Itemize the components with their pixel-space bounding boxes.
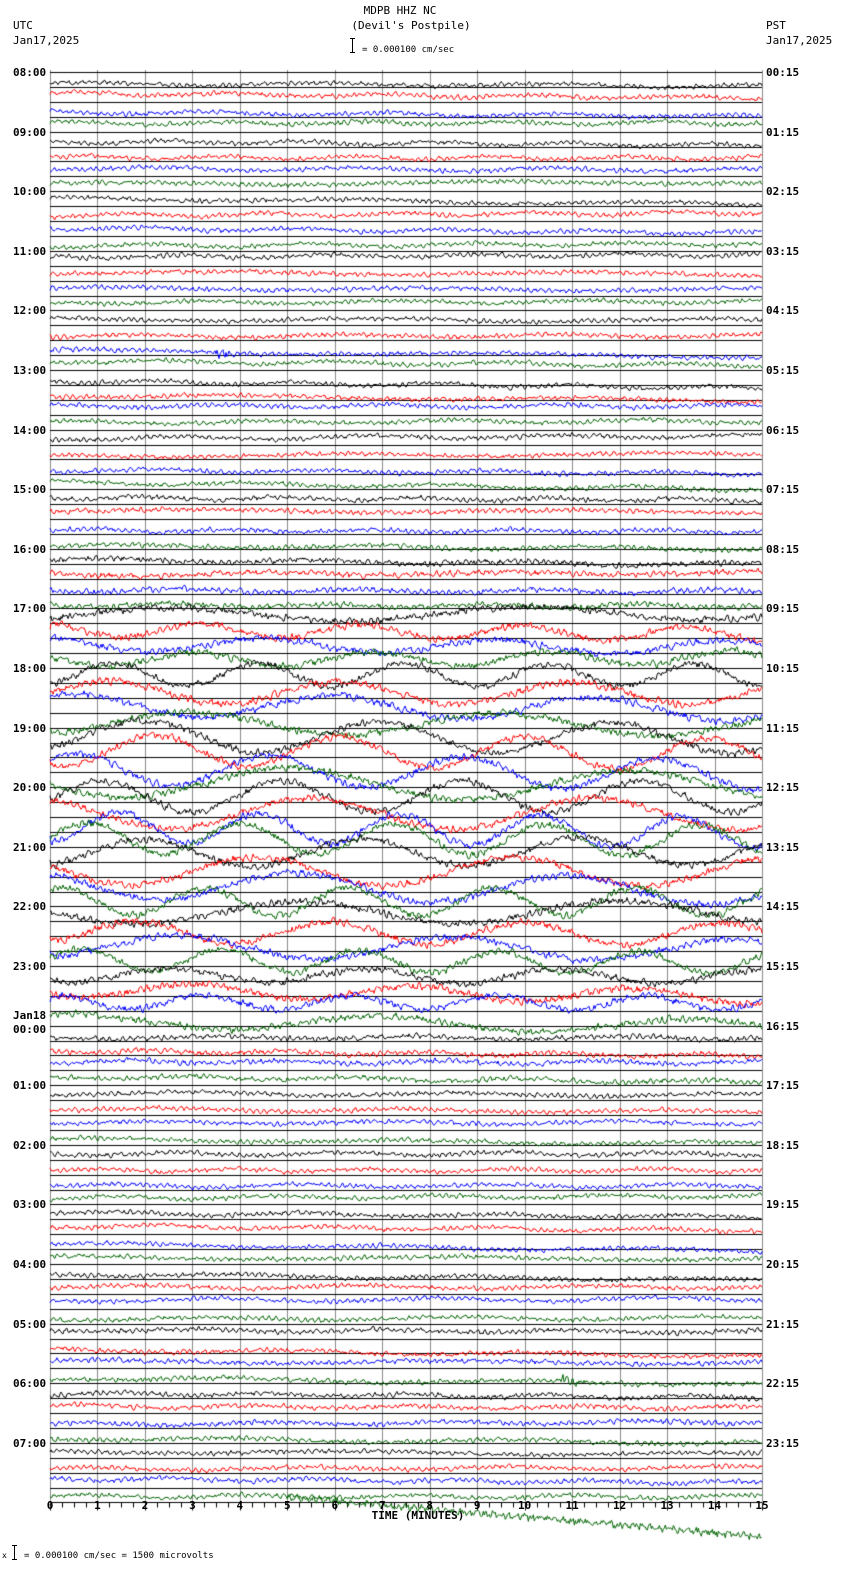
pst-hour-label: 13:15 xyxy=(766,840,800,854)
utc-hour-label: 07:00 xyxy=(13,1436,47,1450)
utc-hour-label: 12:00 xyxy=(13,304,47,318)
x-tick-label: 8 xyxy=(426,1499,434,1512)
scale-note: = 0.000100 cm/sec = 1500 microvolts xyxy=(24,1551,214,1561)
pst-hour-label: 00:15 xyxy=(766,66,800,79)
utc-hour-label: 22:00 xyxy=(13,900,47,914)
pst-hour-label: 10:15 xyxy=(766,662,800,675)
x-tick-label: 10 xyxy=(518,1499,532,1512)
utc-hour-label: 20:00 xyxy=(13,781,47,795)
utc-hour-label: 06:00 xyxy=(13,1377,47,1391)
utc-hour-label: 18:00 xyxy=(13,662,47,675)
x-tick-label: 5 xyxy=(284,1499,291,1512)
pst-hour-label: 22:15 xyxy=(766,1377,800,1391)
x-tick-label: 9 xyxy=(473,1499,481,1512)
pst-hour-label: 09:15 xyxy=(766,602,800,616)
pst-hour-label: 21:15 xyxy=(766,1317,800,1331)
utc-hour-label: 08:00 xyxy=(13,66,47,79)
utc-hour-label: 23:00 xyxy=(13,960,47,973)
pst-hour-label: 17:15 xyxy=(766,1079,800,1093)
footer-scale-bar-icon xyxy=(12,1545,17,1560)
pst-hour-label: 07:15 xyxy=(766,483,800,497)
utc-hour-label: 16:00 xyxy=(13,542,47,556)
utc-hour-label: 19:00 xyxy=(13,721,47,735)
x-tick-label: 4 xyxy=(236,1499,244,1512)
x-tick-label: 6 xyxy=(331,1499,339,1512)
utc-hour-label: 15:00 xyxy=(13,483,47,497)
x-tick-label: 7 xyxy=(378,1499,386,1512)
x-tick-label: 15 xyxy=(755,1499,769,1512)
x-axis-label: TIME (MINUTES) xyxy=(371,1509,465,1522)
pst-hour-label: 04:15 xyxy=(766,304,800,318)
pst-hour-label: 01:15 xyxy=(766,125,800,139)
x-tick-label: 14 xyxy=(707,1499,722,1512)
pst-hour-label: 16:15 xyxy=(766,1019,800,1033)
x-tick-label: 13 xyxy=(660,1499,674,1512)
x-tick-label: 11 xyxy=(565,1499,579,1512)
utc-hour-label: 11:00 xyxy=(13,244,47,258)
utc-hour-label: 00:00 xyxy=(13,1022,47,1036)
pst-hour-label: 14:15 xyxy=(766,900,800,914)
x-tick-label: 3 xyxy=(189,1499,196,1512)
date-change-label: Jan18 xyxy=(13,1008,47,1022)
utc-hour-label: 21:00 xyxy=(13,840,47,854)
pst-hour-label: 06:15 xyxy=(766,423,800,437)
pst-hour-label: 02:15 xyxy=(766,185,800,199)
scale-note-prefix: x xyxy=(2,1551,7,1560)
utc-hour-label: 14:00 xyxy=(13,423,47,437)
utc-hour-label: 01:00 xyxy=(13,1079,47,1093)
x-tick-label: 0 xyxy=(46,1499,54,1512)
utc-hour-label: 04:00 xyxy=(13,1258,47,1271)
utc-hour-label: 13:00 xyxy=(13,364,47,377)
pst-hour-label: 19:15 xyxy=(766,1198,800,1212)
x-tick-label: 12 xyxy=(612,1499,627,1512)
pst-hour-label: 15:15 xyxy=(766,960,800,973)
utc-hour-label: 02:00 xyxy=(13,1138,47,1152)
x-tick-label: 2 xyxy=(141,1499,149,1512)
utc-hour-label: 10:00 xyxy=(13,185,47,199)
pst-hour-label: 18:15 xyxy=(766,1138,800,1152)
pst-hour-label: 08:15 xyxy=(766,542,800,556)
utc-hour-label: 03:00 xyxy=(13,1198,47,1212)
pst-hour-label: 05:15 xyxy=(766,364,800,377)
pst-hour-label: 20:15 xyxy=(766,1258,800,1271)
pst-hour-label: 11:15 xyxy=(766,721,800,735)
pst-hour-label: 03:15 xyxy=(766,244,800,258)
utc-hour-label: 09:00 xyxy=(13,125,47,139)
pst-hour-label: 12:15 xyxy=(766,781,800,795)
x-tick-label: 1 xyxy=(94,1499,101,1512)
utc-hour-label: 05:00 xyxy=(13,1317,47,1331)
pst-hour-label: 23:15 xyxy=(766,1436,800,1450)
utc-hour-label: 17:00 xyxy=(13,602,47,616)
